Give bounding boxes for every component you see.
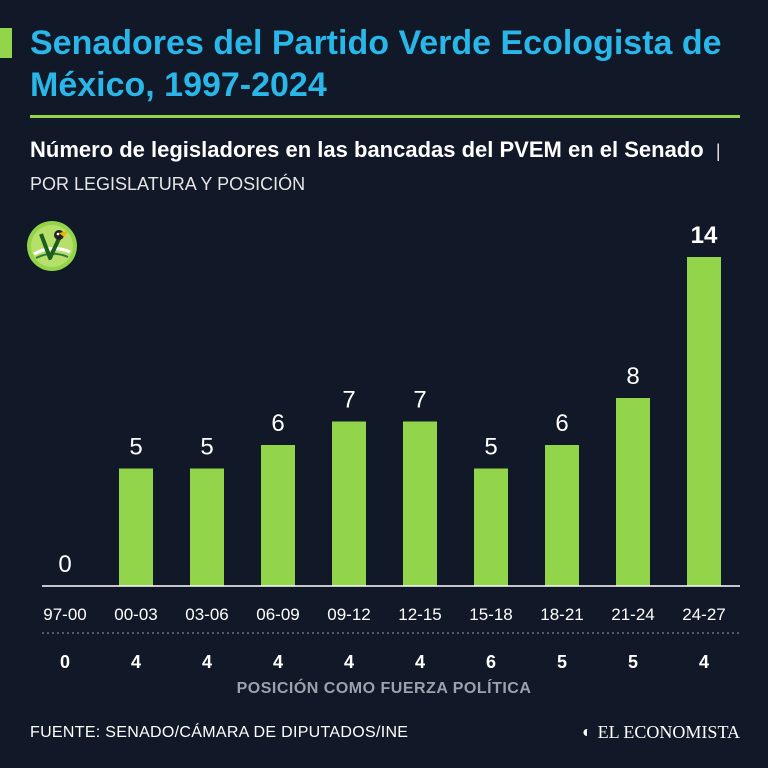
bar-12-15 <box>403 421 437 586</box>
bar-06-09 <box>261 445 295 586</box>
subtitle-main: Número de legisladores en las bancadas d… <box>30 137 704 162</box>
title-accent-bar <box>0 28 12 58</box>
value-label-21-24: 8 <box>626 363 639 390</box>
bar-09-12 <box>332 421 366 586</box>
subtitle-note: | POR LEGISLATURA Y POSICIÓN <box>30 141 721 194</box>
bar-00-03 <box>119 468 153 586</box>
position-label-12-15: 4 <box>415 652 425 672</box>
value-label-09-12: 7 <box>342 387 355 414</box>
position-label-00-03: 4 <box>131 652 141 672</box>
value-label-15-18: 5 <box>484 434 497 461</box>
chart-title: Senadores del Partido Verde Ecologista d… <box>30 24 722 104</box>
bar-03-06 <box>190 468 224 586</box>
value-label-24-27: 14 <box>691 222 718 249</box>
position-label-21-24: 5 <box>628 652 638 672</box>
tick-label-09-12: 09-12 <box>327 605 370 624</box>
value-label-12-15: 7 <box>413 387 426 414</box>
tick-label-24-27: 24-27 <box>682 605 725 624</box>
position-label-24-27: 4 <box>699 652 709 672</box>
bar-15-18 <box>474 468 508 586</box>
source-note: FUENTE: SENADO/CÁMARA DE DIPUTADOS/INE <box>30 724 409 741</box>
bar-18-21 <box>545 445 579 586</box>
tick-label-18-21: 18-21 <box>540 605 583 624</box>
position-label-03-06: 4 <box>202 652 212 672</box>
chart-subtitle: Número de legisladores en las bancadas d… <box>30 134 750 200</box>
tick-label-00-03: 00-03 <box>114 605 157 624</box>
el-economista-e-icon: ◐ <box>581 723 592 741</box>
tick-label-15-18: 15-18 <box>469 605 512 624</box>
positions-title: POSICIÓN COMO FUERZA POLÍTICA <box>236 680 532 697</box>
value-label-00-03: 5 <box>129 434 142 461</box>
tick-label-06-09: 06-09 <box>256 605 299 624</box>
position-label-09-12: 4 <box>344 652 354 672</box>
bar-21-24 <box>616 398 650 586</box>
tick-label-21-24: 21-24 <box>611 605 654 624</box>
pvem-toucan-logo-icon <box>27 221 77 271</box>
position-label-15-18: 6 <box>486 652 496 672</box>
value-label-18-21: 6 <box>555 410 568 437</box>
title-divider <box>30 115 740 118</box>
value-label-03-06: 5 <box>200 434 213 461</box>
tick-label-97-00: 97-00 <box>43 605 86 624</box>
position-label-18-21: 5 <box>557 652 567 672</box>
value-label-97-00: 0 <box>58 551 71 578</box>
tick-label-03-06: 03-06 <box>185 605 228 624</box>
tick-label-12-15: 12-15 <box>398 605 441 624</box>
bar-24-27 <box>687 257 721 586</box>
brand-name: EL ECONOMISTA <box>597 722 740 742</box>
position-label-06-09: 4 <box>273 652 283 672</box>
position-label-97-00: 0 <box>60 652 70 672</box>
value-label-06-09: 6 <box>271 410 284 437</box>
brand: ◐ EL ECONOMISTA <box>582 722 740 743</box>
